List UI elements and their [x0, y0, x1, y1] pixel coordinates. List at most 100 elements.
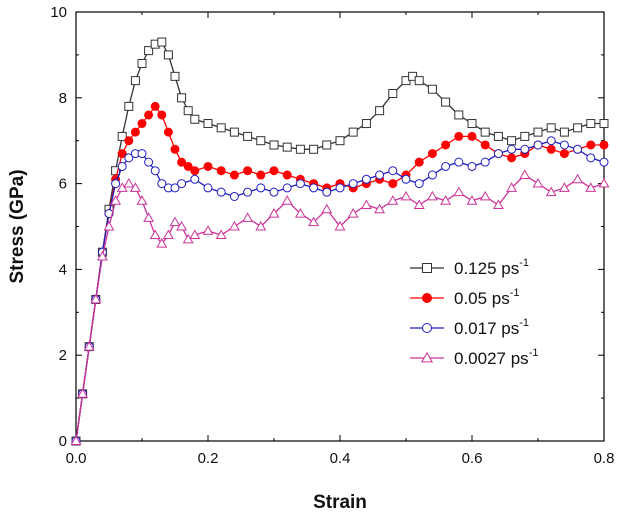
y-tick-label: 2 [59, 347, 67, 364]
data-point [129, 182, 141, 192]
legend-item: 0.125 ps-1 [410, 257, 529, 278]
x-tick-label: 0.0 [66, 450, 87, 467]
data-point [124, 136, 134, 146]
data-point [466, 195, 478, 205]
data-point [162, 229, 174, 240]
data-point [374, 203, 386, 214]
legend-label-superscript: -1 [529, 347, 539, 359]
data-point [130, 76, 140, 86]
legend-label: 0.05 ps-1 [454, 287, 520, 308]
data-point [228, 220, 240, 231]
data-point [426, 190, 438, 201]
data-point [216, 166, 226, 176]
legend-marker [422, 263, 432, 273]
data-point [96, 250, 108, 261]
data-point [150, 166, 160, 176]
data-point [183, 161, 193, 171]
data-point [202, 225, 214, 235]
data-point [163, 50, 173, 60]
data-point [414, 157, 424, 167]
data-point [144, 157, 154, 167]
data-point [163, 127, 173, 137]
legend-marker [422, 293, 432, 303]
data-point [507, 153, 517, 163]
data-point [360, 199, 372, 209]
data-point [144, 110, 154, 120]
data-point [255, 220, 267, 231]
data-point [586, 140, 596, 150]
data-point [427, 84, 437, 94]
data-point [335, 183, 345, 193]
legend-marker [422, 323, 432, 333]
data-point [453, 186, 465, 197]
data-point [216, 123, 226, 133]
data-point [546, 136, 556, 146]
data-point [269, 140, 279, 150]
legend-item: 0.017 ps-1 [410, 317, 529, 338]
data-point [493, 149, 503, 159]
data-point [335, 136, 345, 146]
series-3 [70, 169, 610, 445]
data-point [401, 174, 411, 184]
data-point [117, 161, 127, 171]
data-point [203, 119, 213, 129]
data-point [294, 208, 306, 218]
data-point [348, 179, 358, 189]
y-axis-title: Stress (GPa) [7, 169, 28, 283]
data-point [361, 119, 371, 129]
data-point [347, 208, 359, 218]
data-point [507, 136, 517, 146]
data-point [441, 140, 451, 150]
x-axis-title: Strain [313, 492, 367, 513]
data-point [375, 170, 385, 180]
data-point [506, 182, 518, 192]
data-point [309, 183, 319, 193]
data-point [117, 149, 127, 159]
data-point [170, 71, 180, 81]
data-point [599, 119, 609, 129]
x-tick-label: 0.4 [330, 450, 351, 467]
data-point [170, 144, 180, 154]
data-point [243, 187, 253, 197]
data-point [176, 220, 188, 231]
data-point [124, 153, 134, 163]
data-point [183, 106, 193, 116]
y-tick-label: 0 [59, 433, 67, 450]
data-point [150, 101, 160, 111]
data-point [110, 195, 122, 205]
data-point [545, 186, 557, 197]
y-tick-label: 4 [59, 261, 67, 278]
data-point [388, 179, 398, 189]
legend-label-superscript: -1 [519, 257, 529, 269]
data-point [586, 119, 596, 129]
data-point [70, 435, 82, 445]
data-point [229, 127, 239, 137]
data-point [157, 179, 167, 189]
data-point [124, 101, 134, 111]
data-point [586, 153, 596, 163]
data-point [321, 203, 333, 214]
data-point [309, 144, 319, 154]
data-point [189, 229, 201, 240]
data-point [156, 238, 168, 248]
y-tick-label: 6 [59, 176, 67, 193]
data-point [507, 144, 517, 154]
data-point [559, 140, 569, 150]
data-point [229, 170, 239, 180]
data-point [322, 187, 332, 197]
data-point [479, 190, 491, 201]
data-point [493, 131, 503, 141]
legend-marker [420, 351, 434, 363]
data-point [599, 157, 609, 167]
data-point [387, 195, 399, 205]
data-point [573, 144, 583, 154]
data-point [546, 144, 556, 154]
data-point [413, 199, 425, 209]
data-point [440, 195, 452, 205]
series-line [75, 41, 604, 442]
data-point [243, 166, 253, 176]
data-point [282, 142, 292, 152]
data-point [83, 341, 95, 351]
data-point [149, 229, 161, 240]
